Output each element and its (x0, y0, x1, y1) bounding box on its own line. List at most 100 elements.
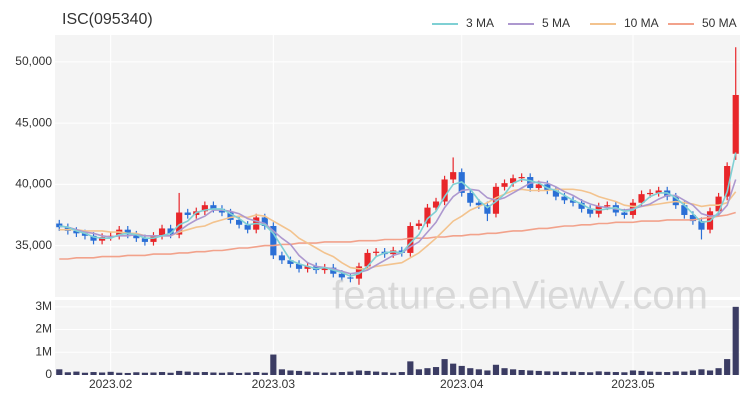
volume-bar (90, 372, 97, 375)
volume-bar (552, 371, 559, 375)
volume-bar (184, 371, 191, 375)
candle-body (270, 225, 277, 256)
candle-body (655, 190, 662, 193)
volume-tick-label: 3M (35, 299, 52, 313)
volume-bar (218, 372, 226, 375)
volume-bar (527, 370, 534, 375)
volume-bar (295, 370, 303, 375)
candle-body (467, 192, 474, 203)
volume-bar (381, 372, 388, 375)
candle-body (287, 260, 294, 264)
volume-bar (355, 370, 363, 375)
x-tick-label: 2023.03 (252, 377, 296, 391)
candle-body (587, 208, 594, 214)
candle-body (90, 235, 97, 241)
volume-bar (732, 306, 739, 375)
candle-body (338, 273, 345, 278)
volume-bar (261, 372, 268, 375)
volume-bar (158, 372, 166, 375)
volume-bar (373, 371, 380, 375)
volume-bar (689, 370, 696, 375)
candle-body (124, 229, 131, 235)
candle-body (176, 212, 183, 235)
volume-bar (681, 371, 688, 375)
candle-body (621, 212, 628, 215)
volume-bar (561, 371, 568, 375)
candle-body (432, 201, 440, 208)
volume-bar (270, 354, 277, 375)
volume-tick-label: 2M (35, 322, 52, 336)
candle-body (184, 212, 191, 215)
plot: 35,000 40,000 45,000 50,000 0 1M 2M 3M 2023.02 20… (15, 35, 740, 391)
volume-bar (518, 370, 525, 375)
candle-body (724, 166, 731, 197)
volume-bar (655, 371, 662, 375)
volume-bar (116, 372, 123, 375)
volume-bar (672, 371, 679, 375)
volume-bar (227, 372, 234, 375)
volume-bar (587, 372, 594, 375)
volume-bar (706, 370, 714, 375)
volume-bar (715, 368, 722, 375)
volume-bar (569, 371, 577, 375)
volume-bar (133, 372, 140, 375)
legend-label: 5 MA (542, 16, 570, 30)
volume-bar (544, 371, 551, 375)
candle-body (535, 184, 542, 189)
candle-body (647, 192, 654, 195)
candle-body (415, 223, 422, 226)
volume-bar (578, 372, 585, 375)
x-tick-label: 2023.05 (611, 377, 655, 391)
volume-bar (56, 369, 63, 375)
volume-bar (287, 370, 294, 375)
candle-body (407, 225, 414, 253)
volume-bar (432, 367, 440, 375)
legend-label: 50 MA (702, 16, 737, 30)
candle-body (450, 172, 457, 180)
candle-body (681, 205, 688, 215)
ma-line (59, 152, 737, 278)
volume-bar (390, 372, 397, 375)
volume-bar (441, 359, 448, 375)
candle-body (364, 252, 371, 267)
candle-body (561, 196, 568, 201)
y-tick-label: 50,000 (15, 54, 52, 68)
volume-bar (107, 371, 114, 375)
volume-bar (253, 372, 260, 375)
volume-bar (484, 370, 491, 375)
volume-bar (424, 368, 431, 375)
candle-body (304, 266, 311, 269)
volume-panel (55, 300, 740, 375)
volume-bar (638, 370, 645, 375)
ma-line (59, 211, 736, 260)
candle-body (81, 233, 89, 236)
volume-bar (724, 359, 731, 375)
candle-body (441, 179, 448, 202)
volume-bar (201, 372, 208, 375)
volume-bar (364, 370, 371, 375)
candle-body (424, 207, 431, 224)
candle-body (715, 196, 722, 212)
volume-bar (604, 371, 611, 375)
price-panel (55, 35, 740, 297)
y-tick-label: 45,000 (15, 115, 52, 129)
candle-body (141, 238, 148, 242)
candle-body (236, 219, 243, 225)
volume-bar (193, 372, 200, 375)
candle-body (56, 223, 63, 228)
candle-body (133, 234, 140, 239)
candle-body (278, 255, 285, 261)
volume-bar (244, 372, 251, 375)
y-tick-label: 40,000 (15, 177, 52, 191)
watermark: feature.enViewV.com (332, 274, 708, 318)
candle-body (501, 183, 508, 187)
candle-body (210, 205, 217, 209)
candle-body (689, 214, 696, 222)
candle-body (638, 194, 645, 203)
volume-bar (313, 372, 320, 375)
candle-body (244, 224, 251, 230)
volume-bar (338, 372, 345, 375)
volume-bar (621, 372, 628, 375)
volume-bar (612, 372, 619, 375)
